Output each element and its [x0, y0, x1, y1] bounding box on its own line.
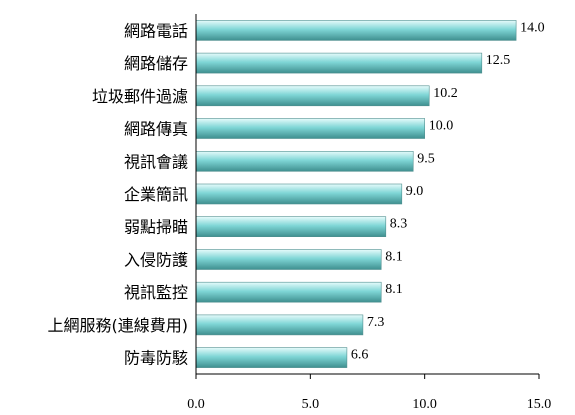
x-tick-label-1: 5.0: [302, 397, 320, 412]
bars: [195, 20, 517, 368]
bar-9: [195, 314, 364, 336]
value-label-7: 8.1: [385, 250, 403, 265]
bar-6: [195, 216, 387, 237]
category-label-10: 防毒防駭: [124, 349, 188, 368]
category-label-2: 垃圾郵件過濾: [92, 87, 188, 106]
value-label-9: 7.3: [367, 315, 385, 330]
category-label-3: 網路傳真: [124, 120, 188, 139]
category-label-6: 弱點掃瞄: [124, 218, 188, 237]
category-label-7: 入侵防護: [124, 251, 188, 270]
x-axis-ticks: 0.0 5.0 10.0 15.0: [187, 374, 551, 412]
category-labels: 網路電話網路儲存垃圾郵件過濾網路傳真視訊會議企業簡訊弱點掃瞄入侵防護視訊監控上網…: [48, 21, 189, 367]
x-tick-label-2: 10.0: [412, 397, 437, 412]
category-label-0: 網路電話: [124, 21, 188, 40]
value-label-2: 10.2: [433, 86, 458, 101]
category-label-5: 企業簡訊: [124, 185, 188, 204]
value-label-1: 12.5: [486, 53, 511, 68]
value-label-10: 6.6: [351, 348, 369, 363]
value-label-6: 8.3: [390, 217, 408, 232]
bar-8: [195, 281, 382, 303]
bar-1: [195, 52, 483, 74]
bar-10: [195, 347, 348, 368]
bar-7: [195, 249, 382, 270]
value-label-0: 14.0: [520, 20, 545, 35]
x-tick-label-3: 15.0: [527, 397, 552, 412]
bar-3: [195, 118, 425, 139]
category-label-8: 視訊監控: [124, 283, 188, 302]
bar-2: [195, 85, 430, 107]
category-label-4: 視訊會議: [124, 152, 188, 171]
x-tick-label-0: 0.0: [187, 397, 205, 412]
value-label-3: 10.0: [429, 119, 454, 134]
category-label-9: 上網服務(連線費用): [48, 316, 189, 335]
category-label-1: 網路儲存: [124, 54, 188, 73]
bar-4: [195, 151, 414, 172]
value-label-8: 8.1: [385, 282, 403, 297]
value-label-5: 9.0: [406, 184, 424, 199]
value-label-4: 9.5: [417, 151, 435, 166]
bar-5: [195, 183, 403, 205]
bar-0: [195, 20, 517, 41]
value-labels: 14.0 12.5 10.2 10.0 9.5 9.0 8.3 8.1 8.1 7.3 6.6: [351, 20, 545, 362]
